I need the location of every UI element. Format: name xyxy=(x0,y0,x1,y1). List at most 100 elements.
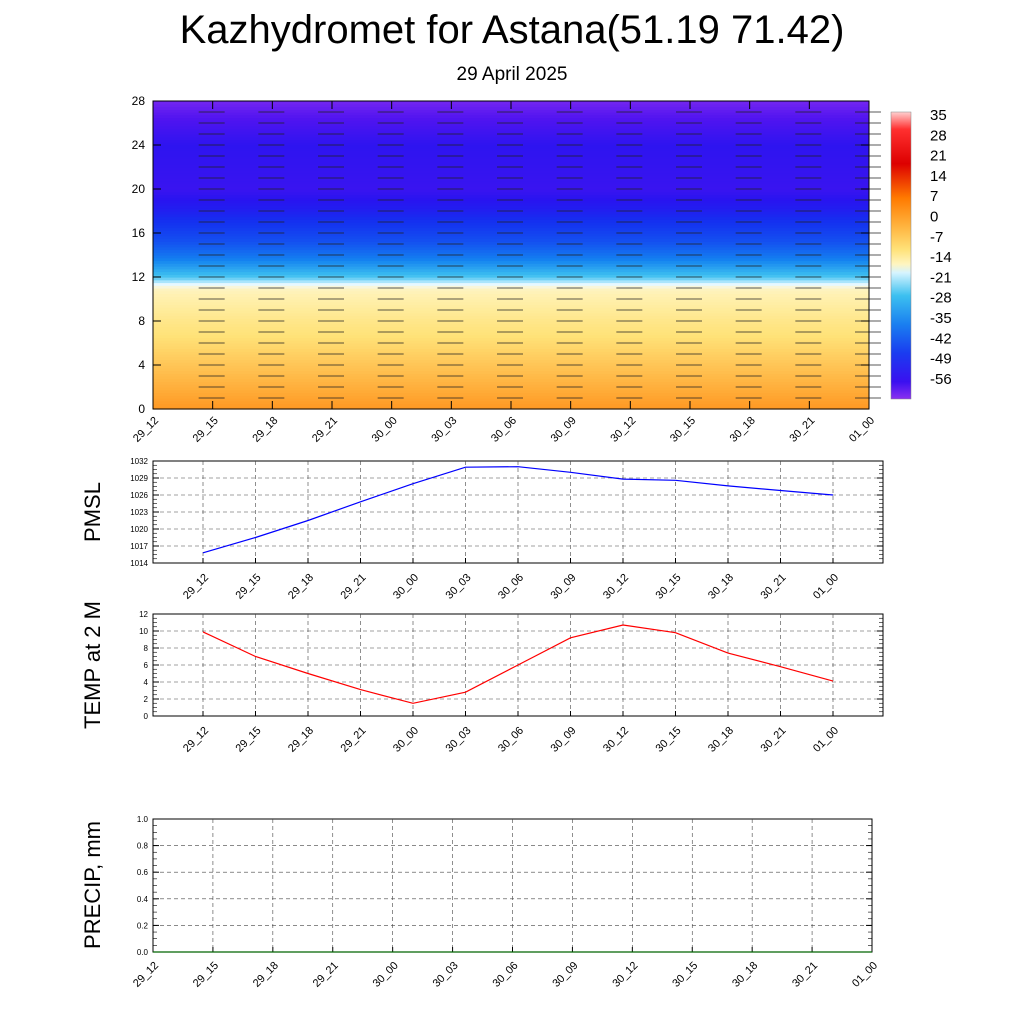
field-band xyxy=(153,257,869,262)
x-tick-label: 29_12 xyxy=(131,960,161,990)
temp2m-panel: 0 2 4 6 8 10 12 29_12 29_15 29_18 29_21 30_00 30_03 3… xyxy=(80,601,884,755)
field-band xyxy=(153,244,869,248)
field-band xyxy=(153,189,869,193)
y-tick-label: 4 xyxy=(144,678,149,687)
y-tick-label: 1020 xyxy=(130,525,148,534)
precip-panel: 0.0 0.2 0.4 0.6 0.8 1.0 29_12 29_15 29_18 29_21 30… xyxy=(80,815,880,990)
chart-subtitle: 29 April 2025 xyxy=(456,64,568,85)
field-band xyxy=(153,282,869,286)
colorbar-label: 21 xyxy=(930,148,947,165)
field-band xyxy=(153,150,869,154)
field-band xyxy=(153,367,869,372)
x-tick-label: 30_15 xyxy=(670,960,700,990)
field-band xyxy=(153,296,869,300)
x-tick-label: 01_00 xyxy=(850,960,880,990)
field-band xyxy=(153,211,869,215)
field-band xyxy=(153,131,869,135)
field-band xyxy=(153,252,869,256)
field-band xyxy=(153,183,869,187)
colorbar-label: 0 xyxy=(930,209,938,226)
x-tick-label: 30_18 xyxy=(728,415,758,445)
field-band xyxy=(153,312,869,317)
x-tick-label: 30_00 xyxy=(370,415,400,445)
colorbar-label: -56 xyxy=(930,371,952,388)
colorbar-label: 7 xyxy=(930,188,938,205)
field-band xyxy=(153,288,869,292)
field-band xyxy=(153,271,869,275)
colorbar-label: 35 xyxy=(930,107,947,124)
field-band xyxy=(153,381,869,385)
x-tick-label: 29_15 xyxy=(234,572,264,602)
x-tick-label: 30_15 xyxy=(668,415,698,445)
field-band xyxy=(153,112,869,116)
field-band xyxy=(153,307,869,311)
x-tick-label: 29_12 xyxy=(181,572,211,602)
field-band xyxy=(153,321,869,325)
x-tick-label: 01_00 xyxy=(811,725,841,755)
field-band xyxy=(153,340,869,344)
colorbar-label: 28 xyxy=(930,127,947,144)
field-band xyxy=(153,356,869,361)
field-band xyxy=(153,343,869,347)
colorbar-label: -35 xyxy=(930,310,952,327)
field-band xyxy=(153,222,869,226)
x-tick-label: 30_12 xyxy=(601,572,631,602)
field-band xyxy=(153,293,869,297)
wind-barbs xyxy=(198,111,881,399)
field-band xyxy=(153,323,869,328)
colorbar-label: -21 xyxy=(930,269,952,286)
x-tick-label: 29_18 xyxy=(286,572,316,602)
field-band xyxy=(153,299,869,303)
x-tick-label: 30_09 xyxy=(549,725,579,755)
field-band xyxy=(153,337,869,341)
field-band xyxy=(153,147,869,152)
x-tick-label: 30_03 xyxy=(444,725,474,755)
y-tick-label: 1023 xyxy=(130,508,148,517)
field-band xyxy=(153,153,869,157)
field-band xyxy=(153,326,869,330)
field-band xyxy=(153,395,869,399)
y-tick-label: 0.4 xyxy=(137,895,149,904)
field-band xyxy=(153,334,869,339)
x-tick-label: 30_06 xyxy=(489,415,519,445)
field-band xyxy=(153,139,869,143)
x-tick-label: 29_21 xyxy=(311,960,341,990)
x-tick-label: 29_21 xyxy=(339,572,369,602)
field-band xyxy=(153,318,869,322)
field-band xyxy=(153,227,869,231)
field-band xyxy=(153,263,869,267)
field-band xyxy=(153,398,869,402)
field-band xyxy=(153,389,869,394)
y-tick-label: 12 xyxy=(139,610,148,619)
field-band xyxy=(153,191,869,196)
field-band xyxy=(153,200,869,204)
field-band xyxy=(153,384,869,388)
field-band xyxy=(153,169,869,174)
field-band xyxy=(153,230,869,234)
y-tick-label: 1017 xyxy=(130,542,148,551)
x-tick-label: 29_12 xyxy=(181,725,211,755)
x-tick-label: 30_09 xyxy=(549,415,579,445)
field-band xyxy=(153,246,869,251)
field-band xyxy=(153,304,869,308)
x-tick-label: 30_21 xyxy=(759,572,789,602)
y-tick-label: 10 xyxy=(139,627,148,636)
pmsl-line xyxy=(202,466,834,554)
x-tick-label: 30_06 xyxy=(496,572,526,602)
x-tick-label: 30_18 xyxy=(706,725,736,755)
field-band xyxy=(153,186,869,190)
field-band xyxy=(153,376,869,380)
colorbar-label: -49 xyxy=(930,351,952,368)
y-tick-label: 6 xyxy=(144,661,149,670)
field-band xyxy=(153,123,869,127)
y-tick-label: 12 xyxy=(132,270,146,284)
x-tick-label: 30_12 xyxy=(601,725,631,755)
field-band xyxy=(153,128,869,132)
x-tick-label: 30_21 xyxy=(790,960,820,990)
field-band xyxy=(153,279,869,284)
field-band xyxy=(153,359,869,363)
x-tick-label: 30_06 xyxy=(491,960,521,990)
field-band xyxy=(153,202,869,207)
field-band xyxy=(153,142,869,146)
